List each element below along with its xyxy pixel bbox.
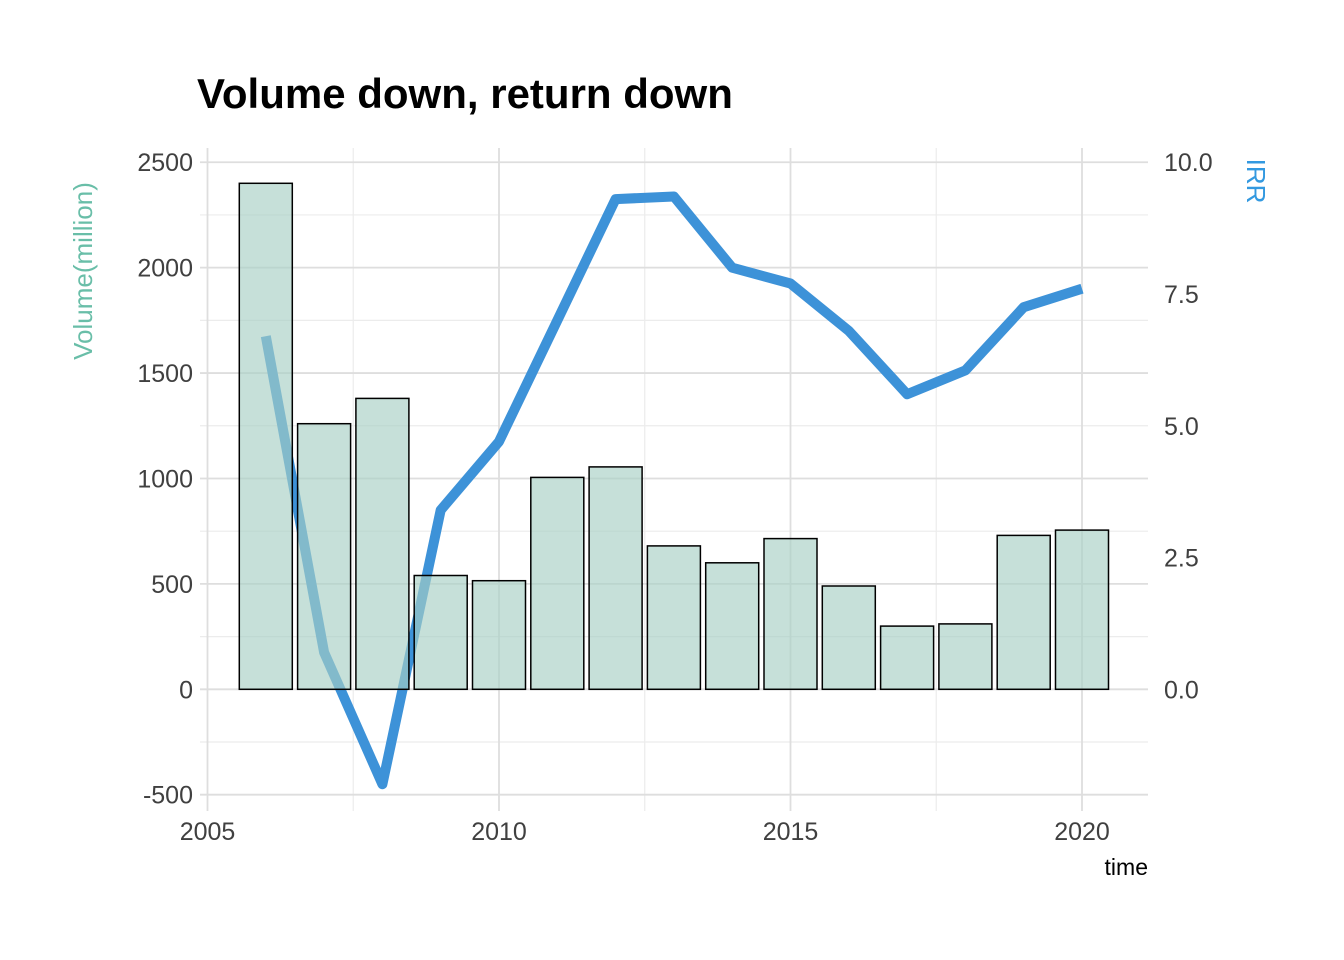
y-right-tick-label-7.5: 7.5: [1164, 281, 1199, 309]
bar-2020: [1054, 529, 1110, 691]
y-left-tick-label-500: 500: [151, 571, 193, 599]
x-axis-title: time: [1105, 854, 1148, 880]
x-tick-labels: 2005 2010 2015 2020: [180, 818, 1110, 846]
bar-2018: [938, 623, 993, 691]
y-right-tick-label-10.0: 10.0: [1164, 149, 1213, 177]
bar-2006: [238, 182, 294, 691]
bar-2008: [355, 397, 410, 691]
y-left-tick-label-2500: 2500: [137, 149, 193, 177]
y-right-tick-label-2.5: 2.5: [1164, 545, 1199, 573]
y-right-tick-label-5.0: 5.0: [1164, 413, 1199, 441]
y-left-tick-label--500: -500: [143, 782, 193, 810]
bar-2011: [530, 476, 585, 691]
y-left-tick-label-1500: 1500: [137, 360, 193, 388]
bar-2016: [821, 585, 877, 691]
y-right-tick-labels: 10.0 7.5 5.0 2.5 0.0: [1164, 149, 1213, 704]
bar-2012: [588, 466, 643, 691]
bar-2009: [413, 574, 468, 691]
y-left-tick-labels: 2500 2000 1500 1000 500 0 -500: [137, 149, 193, 810]
irr-line-series: [260, 191, 1084, 790]
bar-2013: [646, 545, 702, 691]
bar-2007: [296, 422, 352, 691]
y-right-axis-title: IRR: [1241, 159, 1271, 204]
bar-2019: [996, 534, 1051, 691]
y-left-tick-label-1000: 1000: [137, 466, 193, 494]
volume-bar-series: [238, 182, 1110, 691]
bar-2015: [763, 537, 818, 691]
x-tick-label-2010: 2010: [471, 818, 527, 846]
x-tick-label-2015: 2015: [763, 818, 819, 846]
chart-title: Volume down, return down: [197, 70, 733, 117]
x-tick-label-2020: 2020: [1054, 818, 1110, 846]
x-tick-label-2005: 2005: [180, 818, 236, 846]
y-left-tick-label-0: 0: [179, 676, 193, 704]
bar-2017: [879, 625, 935, 691]
bar-2014: [704, 562, 760, 691]
y-left-axis-title: Volume(million): [68, 182, 98, 360]
y-left-tick-label-2000: 2000: [137, 255, 193, 283]
bar-2010: [471, 579, 527, 691]
y-right-tick-label-0.0: 0.0: [1164, 676, 1199, 704]
